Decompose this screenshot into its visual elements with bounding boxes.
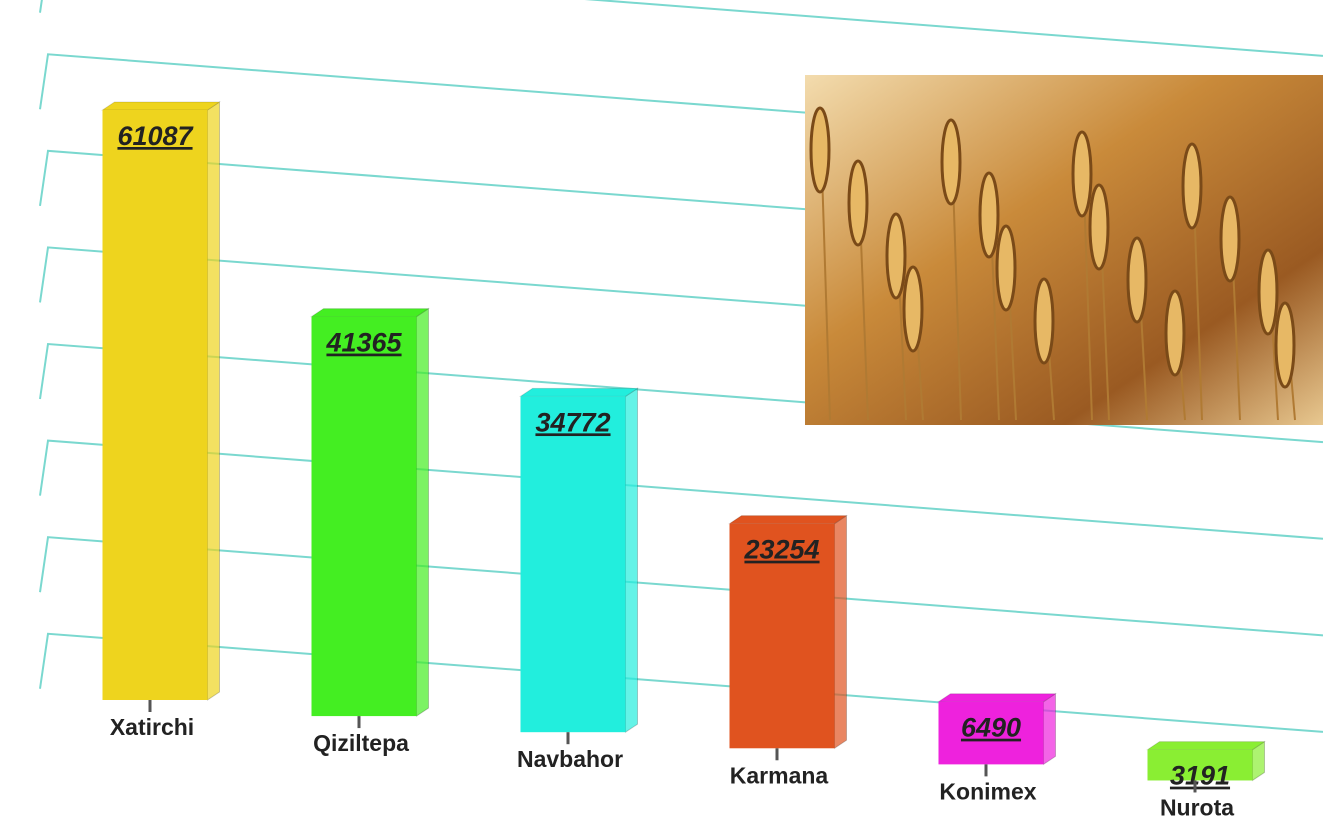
bar-side <box>208 102 220 700</box>
bar <box>103 110 208 700</box>
bar-top <box>939 694 1056 702</box>
wheat-ear <box>1035 279 1053 363</box>
wheat-ear <box>942 120 960 204</box>
grid-line <box>40 441 1323 539</box>
photo-bg <box>805 75 1323 425</box>
wheat-ear <box>1276 303 1294 387</box>
x-tick-label: Xatirchi <box>110 714 194 740</box>
bar <box>312 317 417 717</box>
bar-top <box>103 102 220 110</box>
bar-side <box>1044 694 1056 765</box>
wheat-ear <box>1073 132 1091 216</box>
grid-line <box>40 634 1323 732</box>
bar-side <box>626 388 638 732</box>
wheat-ear <box>887 214 905 298</box>
value-label: 34772 <box>535 407 610 437</box>
chart: 61087 Xatirchi 41365 Qiziltepa 34772 Navbahor… <box>0 0 1323 824</box>
value-label: 41365 <box>325 328 402 358</box>
grid-line <box>40 537 1323 635</box>
value-label: 23254 <box>743 535 819 565</box>
x-tick-label: Nurota <box>1160 794 1234 820</box>
value-label: 6490 <box>961 713 1021 743</box>
grid-line <box>40 0 1323 56</box>
bar-top <box>1148 742 1265 750</box>
wheat-ear <box>1259 250 1277 334</box>
wheat-ear <box>997 226 1015 310</box>
wheat-ear <box>1128 238 1146 322</box>
x-tick-label: Qiziltepa <box>313 730 409 756</box>
wheat-photo <box>805 75 1323 425</box>
bar-top <box>312 309 429 317</box>
wheat-ear <box>904 267 922 351</box>
bar-top <box>730 516 847 524</box>
bar <box>521 396 626 732</box>
x-tick-label: Karmana <box>730 762 829 788</box>
value-label: 61087 <box>117 121 194 151</box>
bar-side <box>835 516 847 749</box>
wheat-ear <box>980 173 998 257</box>
bar-top <box>521 388 638 396</box>
wheat-ear <box>1221 197 1239 281</box>
wheat-ear <box>1166 291 1184 375</box>
value-label: 3191 <box>1170 761 1230 791</box>
bar-side <box>417 309 429 717</box>
wheat-ear <box>849 161 867 245</box>
wheat-ear <box>1090 185 1108 269</box>
wheat-ear <box>1183 144 1201 228</box>
x-tick-label: Konimex <box>939 778 1036 804</box>
wheat-ear <box>811 108 829 192</box>
x-tick-label: Navbahor <box>517 746 623 772</box>
